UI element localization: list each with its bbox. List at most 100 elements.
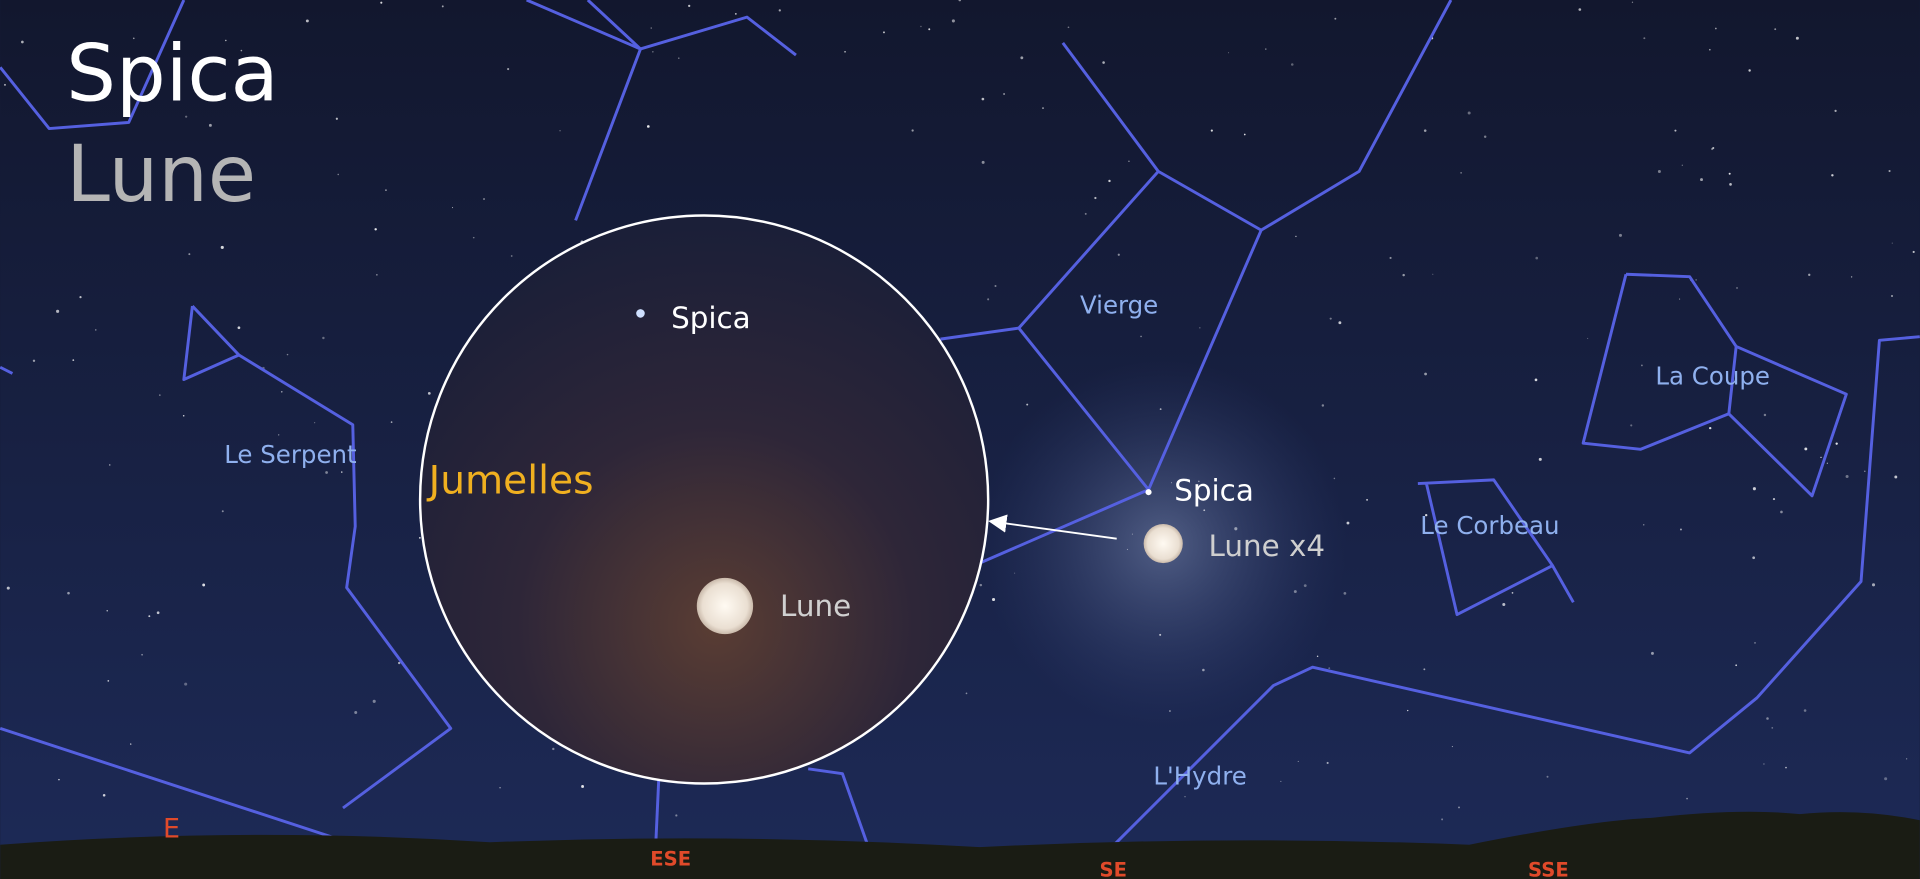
star: [1643, 524, 1644, 525]
star: [1773, 498, 1775, 500]
star: [1658, 170, 1661, 173]
star: [735, 13, 737, 15]
star: [1913, 251, 1915, 253]
star: [391, 421, 393, 423]
object-label: Lune x4: [1209, 529, 1326, 563]
star: [1820, 457, 1821, 458]
star: [107, 610, 108, 611]
star: [1199, 327, 1200, 328]
star: [1808, 274, 1810, 276]
binocular-label: Jumelles: [426, 458, 594, 503]
star: [1460, 172, 1461, 173]
star: [1458, 806, 1460, 808]
star: [1014, 573, 1015, 574]
star: [1203, 509, 1205, 511]
star: [499, 787, 500, 788]
star: [1334, 18, 1336, 20]
star: [1327, 762, 1329, 764]
star: [1891, 295, 1893, 297]
star: [109, 464, 110, 465]
star: [33, 360, 35, 362]
star: [1322, 404, 1324, 406]
star: [966, 693, 968, 695]
star: [183, 415, 185, 417]
star: [1366, 499, 1368, 501]
star: [67, 592, 70, 595]
object-label: Spica: [671, 301, 751, 335]
cardinal-label: SSE: [1528, 859, 1569, 879]
star: [1872, 583, 1875, 586]
star: [306, 19, 309, 22]
star: [1211, 130, 1213, 132]
star: [650, 27, 652, 29]
star: [1328, 667, 1330, 669]
star: [980, 584, 982, 586]
star: [1452, 746, 1453, 747]
star: [1712, 147, 1714, 149]
star: [238, 326, 241, 329]
star: [511, 255, 513, 257]
star: [103, 794, 106, 797]
star: [1796, 37, 1799, 40]
star: [1424, 373, 1427, 376]
star: [1748, 69, 1750, 71]
star: [376, 274, 377, 275]
star: [1535, 257, 1538, 260]
star: [1831, 174, 1833, 176]
star: [1682, 165, 1683, 166]
star: [1894, 476, 1897, 479]
star: [1334, 478, 1336, 480]
star: [452, 207, 453, 208]
star: [4, 84, 6, 86]
star: [202, 584, 205, 587]
star: [1834, 110, 1836, 112]
star: [209, 124, 212, 127]
star: [507, 68, 509, 70]
star: [559, 130, 560, 131]
constellation-label: La Coupe: [1655, 361, 1770, 390]
star: [1184, 796, 1185, 797]
star: [1763, 764, 1764, 765]
star: [675, 814, 677, 816]
star: [1294, 590, 1297, 593]
star: [1291, 63, 1294, 66]
cardinal-label: SE: [1100, 859, 1127, 879]
star: [1304, 584, 1307, 587]
star: [325, 471, 328, 474]
star: [337, 174, 338, 175]
title-secondary: Lune: [66, 129, 256, 220]
star: [157, 611, 160, 614]
star: [141, 654, 143, 656]
star: [1827, 463, 1828, 464]
star: [188, 253, 190, 255]
star: [1042, 107, 1043, 108]
star: [354, 711, 357, 714]
star: [1244, 134, 1246, 136]
star: [1407, 710, 1408, 711]
star: [1785, 767, 1787, 769]
star: [1695, 279, 1697, 281]
star: [1432, 274, 1433, 275]
star: [278, 434, 279, 435]
star: [1851, 276, 1852, 277]
star: [1026, 404, 1028, 406]
star: [1764, 414, 1766, 416]
star: [1619, 234, 1622, 237]
star: [1709, 49, 1711, 51]
star: [1003, 93, 1005, 95]
star: [1884, 777, 1887, 780]
cardinal-label: E: [163, 813, 180, 844]
star: [647, 125, 650, 128]
star: [1085, 213, 1087, 215]
star: [107, 680, 109, 682]
star: [1735, 664, 1737, 666]
star: [1317, 656, 1318, 657]
star: [1892, 243, 1893, 244]
star: [1643, 37, 1645, 39]
star: [1102, 61, 1105, 64]
star: [688, 5, 690, 7]
star: [1846, 475, 1849, 478]
star: [844, 51, 846, 53]
star: [483, 198, 485, 200]
star: [1280, 781, 1281, 782]
